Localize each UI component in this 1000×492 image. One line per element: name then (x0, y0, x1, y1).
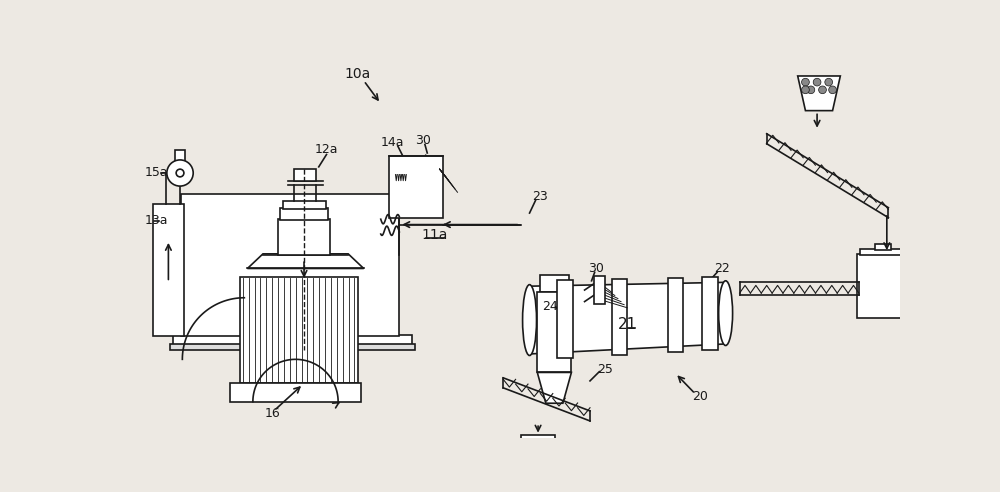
Circle shape (802, 78, 809, 86)
Text: 25: 25 (597, 363, 613, 376)
Circle shape (825, 78, 833, 86)
Text: 24: 24 (543, 301, 558, 313)
Bar (240, 277, 358, 383)
Text: 22: 22 (714, 262, 730, 275)
Bar (181, 194, 399, 336)
Bar (294, 169, 316, 182)
Text: 23: 23 (532, 189, 548, 203)
Ellipse shape (523, 285, 537, 356)
Circle shape (829, 86, 836, 93)
Circle shape (813, 78, 821, 86)
Ellipse shape (719, 281, 733, 345)
Text: 15a: 15a (144, 166, 168, 180)
Text: 20: 20 (692, 390, 708, 403)
Bar (173, 335, 412, 347)
Text: 10a: 10a (344, 67, 371, 82)
Circle shape (802, 86, 809, 93)
Bar (612, 279, 627, 355)
Text: 16: 16 (264, 407, 280, 420)
Bar (280, 209, 328, 220)
Bar (170, 344, 415, 350)
Circle shape (819, 86, 826, 93)
Bar (875, 244, 891, 250)
Text: 13a: 13a (144, 214, 168, 227)
Text: 11a: 11a (422, 228, 448, 242)
Bar (521, 435, 555, 449)
Bar (537, 292, 571, 372)
Polygon shape (798, 76, 840, 111)
Text: 12a: 12a (315, 143, 338, 156)
Bar (388, 156, 443, 217)
Text: 30: 30 (415, 134, 431, 147)
Bar (860, 249, 912, 255)
Polygon shape (537, 372, 571, 403)
Polygon shape (247, 254, 364, 269)
Bar (278, 219, 330, 255)
Bar (153, 204, 184, 336)
Bar (175, 150, 185, 161)
Bar (540, 275, 569, 292)
Bar (668, 278, 683, 352)
Circle shape (807, 86, 815, 93)
Text: 14a: 14a (381, 136, 404, 149)
Bar (857, 254, 914, 318)
Bar (702, 277, 718, 350)
Bar (230, 383, 361, 401)
Bar (557, 280, 573, 358)
Text: 30: 30 (588, 262, 604, 275)
Text: 21: 21 (618, 317, 637, 332)
Circle shape (167, 160, 193, 186)
Bar (594, 276, 605, 304)
Bar (283, 202, 326, 209)
Polygon shape (530, 282, 726, 354)
Circle shape (176, 169, 184, 177)
